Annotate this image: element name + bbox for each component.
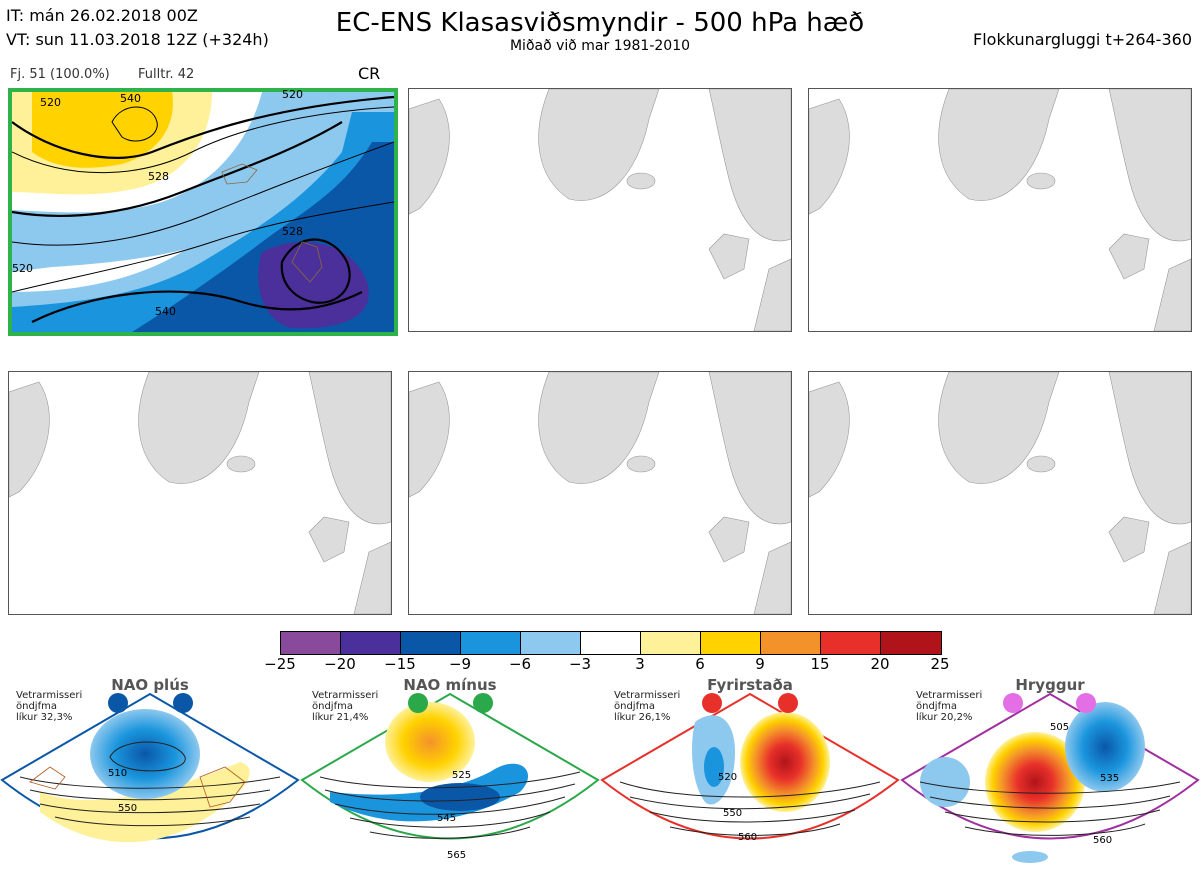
colorbar-tick: −25 [264, 655, 296, 673]
contour-label: 520 [718, 772, 738, 783]
colorbar-swatch [761, 632, 821, 654]
colorbar-swatch [281, 632, 341, 654]
contour-label: 550 [118, 803, 138, 814]
contour-label: 560 [738, 832, 758, 843]
colorbar-tick: 6 [695, 655, 705, 673]
colorbar-swatch [581, 632, 641, 654]
init-time: IT: mán 26.02.2018 00Z [6, 6, 198, 25]
panel1-contour-label: 528 [148, 170, 169, 183]
page-subtitle: Miðað við mar 1981-2010 [509, 38, 691, 54]
panel1-contour-label: 520 [282, 88, 303, 101]
regime-title-nao-plus: NAO plús [111, 676, 189, 694]
wedge-ridge [900, 692, 1200, 863]
colorbar-tick: 25 [930, 655, 950, 673]
colorbar-tick: −15 [384, 655, 416, 673]
cluster-map-3 [808, 88, 1192, 332]
cluster-map-1 [8, 88, 398, 336]
colorbar-tick: 3 [635, 655, 645, 673]
header-info: IT: mán 26.02.2018 00Z VT: sun 11.03.201… [6, 4, 269, 52]
colorbar-swatch [641, 632, 701, 654]
colorbar-swatch [341, 632, 401, 654]
colorbar-swatch [401, 632, 461, 654]
regime-note-ridge: Vetrarmisseri öndjfma líkur 20,2% [916, 690, 983, 723]
wedge-nao-minus [300, 692, 600, 840]
colorbar-swatch [881, 632, 941, 654]
contour-label: 510 [108, 768, 128, 779]
regime-wedges [0, 692, 1200, 863]
representative-member: Fulltr. 42 [138, 67, 195, 82]
panel1-contour-label: 540 [155, 305, 176, 318]
cluster-map-5 [408, 371, 792, 615]
regime-title-ridge: Hryggur [1015, 676, 1085, 694]
colorbar-swatch [521, 632, 581, 654]
regime-title-nao-minus: NAO mínus [403, 676, 497, 694]
cluster-map-2 [408, 88, 792, 332]
member-count: Fj. 51 (100.0%) [10, 67, 110, 82]
wedge-blocking [600, 692, 900, 840]
colorbar-swatch [461, 632, 521, 654]
panel1-contour-label: 540 [120, 92, 141, 105]
contour-label: 550 [723, 808, 743, 819]
regime-label: CR [358, 64, 381, 83]
page-title: EC-ENS Klasasviðsmyndir - 500 hPa hæð [335, 8, 865, 38]
colorbar [280, 631, 942, 655]
classification-window: Flokkunargluggi t+264-360 [973, 30, 1192, 49]
colorbar-swatch [701, 632, 761, 654]
panel1-contour-label: 520 [12, 262, 33, 275]
colorbar-tick: 20 [870, 655, 890, 673]
contour-label: 545 [437, 813, 457, 824]
cluster-map-6 [808, 371, 1192, 615]
regime-note-blocking: Vetrarmisseri öndjfma líkur 26,1% [614, 690, 681, 723]
contour-label: 560 [1093, 835, 1113, 846]
contour-label: 565 [447, 850, 467, 861]
contour-label: 535 [1100, 773, 1120, 784]
colorbar-tick: 9 [755, 655, 765, 673]
colorbar-tick: −9 [448, 655, 472, 673]
regime-note-nao-minus: Vetrarmisseri öndjfma líkur 21,4% [312, 690, 379, 723]
colorbar-swatch [821, 632, 881, 654]
cluster-map-4 [8, 371, 392, 615]
regime-note-nao-plus: Vetrarmisseri öndjfma líkur 32,3% [16, 690, 83, 723]
colorbar-tick: −3 [568, 655, 592, 673]
colorbar-tick: −20 [324, 655, 356, 673]
contour-label: 505 [1050, 722, 1070, 733]
colorbar-tick: −6 [508, 655, 532, 673]
regime-title-blocking: Fyrirstaða [707, 676, 793, 694]
panel1-contour-label: 520 [40, 96, 61, 109]
panel1-contour-label: 528 [282, 225, 303, 238]
valid-time: VT: sun 11.03.2018 12Z (+324h) [6, 30, 269, 49]
colorbar-tick: 15 [810, 655, 830, 673]
wedge-nao-plus [0, 692, 300, 843]
contour-label: 525 [452, 770, 472, 781]
